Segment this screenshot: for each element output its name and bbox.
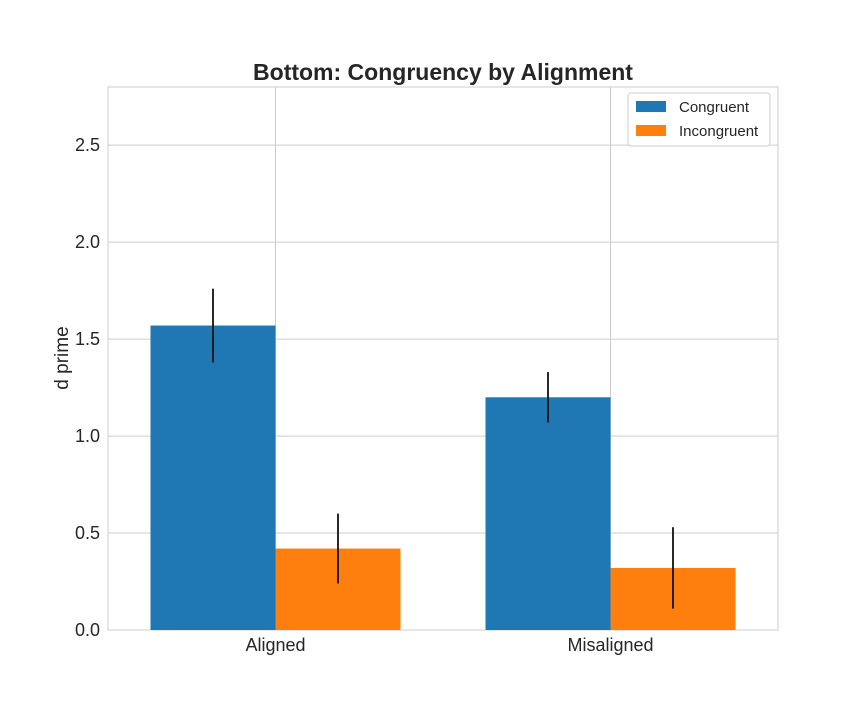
y-axis-label: d prime	[52, 326, 73, 389]
y-tick-label: 0.0	[75, 620, 100, 640]
error-bars-layer	[212, 288, 674, 609]
legend: Congruent Incongruent	[627, 92, 771, 147]
chart-title: Bottom: Congruency by Alignment	[253, 59, 633, 85]
x-tick-label: Misaligned	[567, 635, 653, 655]
y-tick-label: 0.5	[75, 523, 100, 543]
x-tick-label: Aligned	[245, 635, 305, 655]
legend-swatch-incongruent	[636, 125, 666, 136]
legend-label-incongruent: Incongruent	[679, 123, 759, 140]
legend-label-congruent: Congruent	[679, 99, 750, 116]
y-tick-label: 1.5	[75, 329, 100, 349]
y-tick-labels: 0.0 0.5 1.0 1.5 2.0 2.5	[75, 135, 100, 640]
legend-swatch-congruent	[636, 101, 666, 112]
plot-frame	[107, 86, 779, 631]
x-tick-labels: Aligned Misaligned	[245, 635, 653, 655]
bars-layer	[150, 325, 736, 630]
y-tick-label: 2.0	[75, 232, 100, 252]
bar-congruent-misaligned	[485, 397, 611, 630]
bar-congruent-aligned	[150, 325, 276, 630]
y-tick-label: 1.0	[75, 426, 100, 446]
y-tick-label: 2.5	[75, 135, 100, 155]
